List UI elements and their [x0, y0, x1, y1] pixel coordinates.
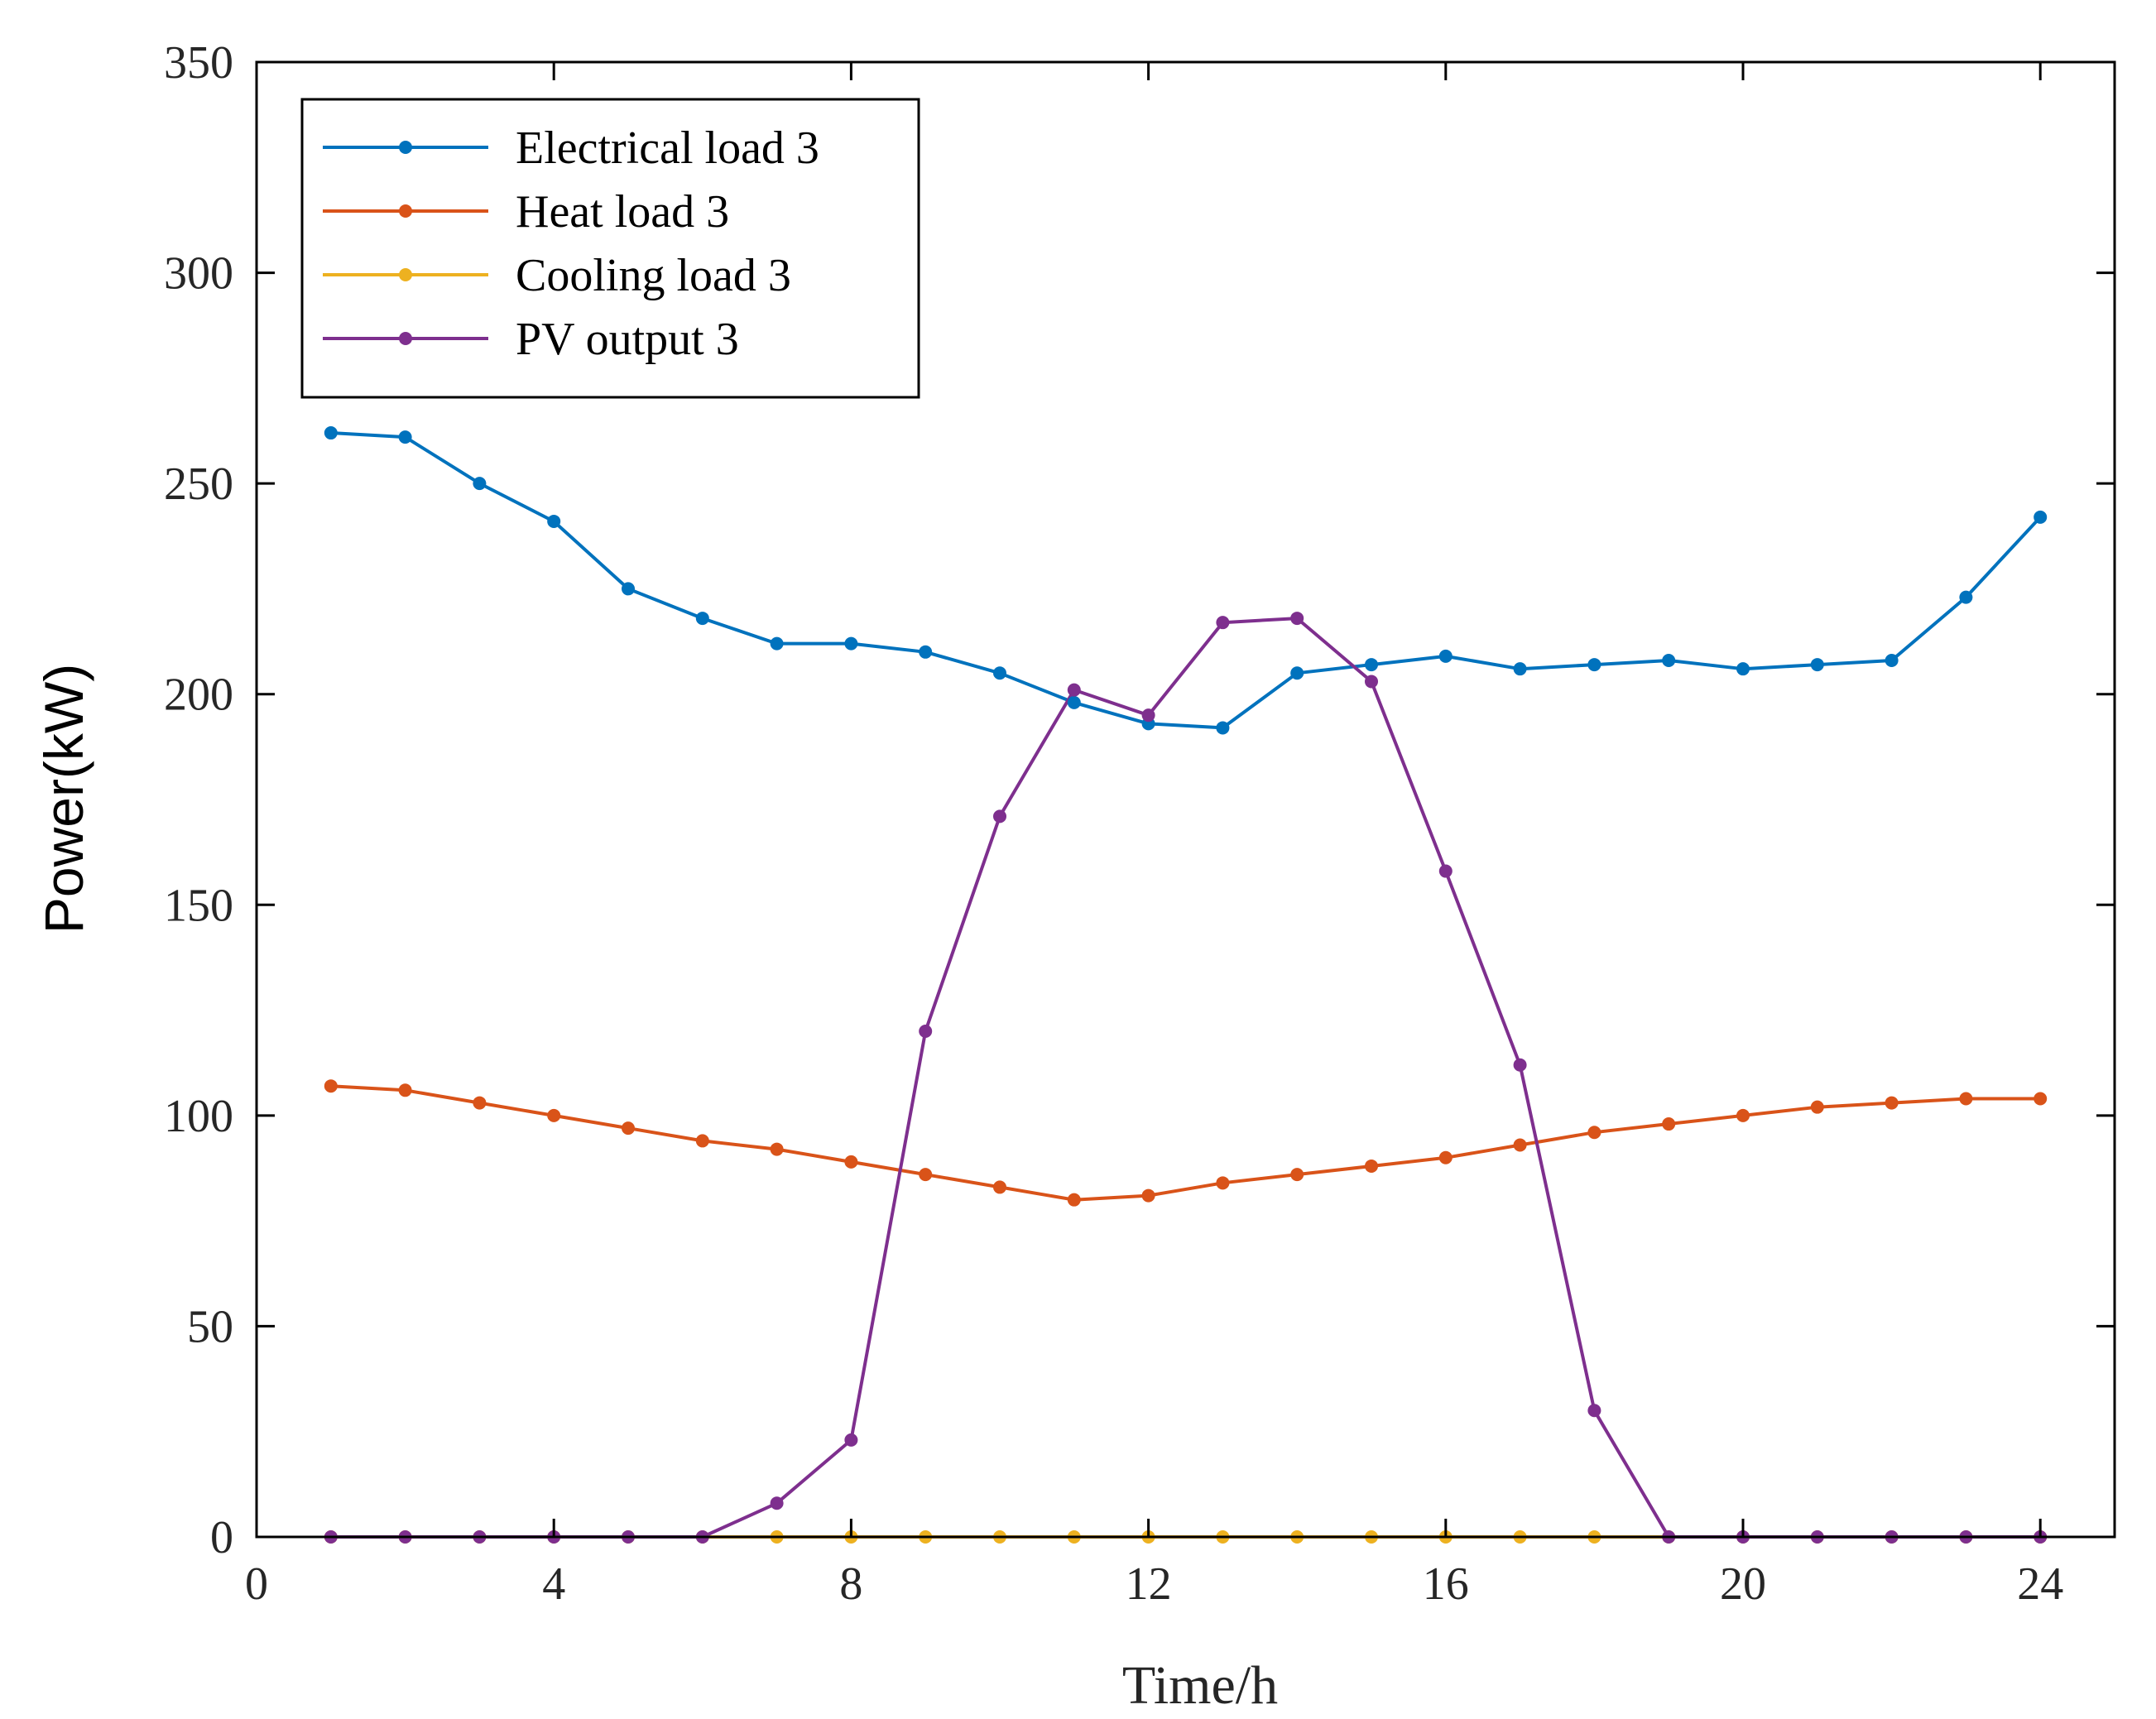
point-heat-load-3: [1365, 1159, 1378, 1173]
point-electrical-load-3: [1216, 721, 1230, 735]
x-tick-label: 16: [1423, 1558, 1469, 1610]
point-electrical-load-3: [1438, 649, 1453, 663]
point-electrical-load-3: [2034, 510, 2048, 524]
point-heat-load-3: [1290, 1168, 1304, 1182]
y-tick-label: 350: [164, 37, 233, 89]
point-heat-load-3: [398, 1083, 412, 1097]
point-electrical-load-3: [622, 582, 635, 596]
point-pv-output-3: [1067, 683, 1081, 697]
point-heat-load-3: [1513, 1138, 1527, 1152]
y-tick-label: 50: [187, 1301, 233, 1352]
point-heat-load-3: [1438, 1150, 1453, 1164]
point-electrical-load-3: [398, 430, 412, 444]
point-electrical-load-3: [1810, 658, 1824, 672]
plot-area-border: [255, 60, 2116, 1539]
legend-label-cooling-load-3: Cooling load 3: [516, 250, 791, 301]
legend-label-electrical-load-3: Electrical load 3: [516, 122, 819, 174]
plot-markers: [324, 426, 2048, 1544]
series-line-pv-output-3: [330, 617, 2041, 1539]
legend-marker-pv-output-3: [399, 332, 412, 345]
point-heat-load-3: [1885, 1096, 1899, 1110]
point-heat-load-3: [770, 1142, 784, 1156]
point-pv-output-3: [993, 809, 1006, 823]
y-tick-label: 100: [164, 1091, 233, 1142]
point-electrical-load-3: [1513, 662, 1527, 676]
point-pv-output-3: [1365, 675, 1378, 689]
point-electrical-load-3: [473, 477, 487, 491]
point-heat-load-3: [547, 1108, 561, 1122]
point-heat-load-3: [1067, 1193, 1081, 1207]
point-heat-load-3: [1959, 1092, 1973, 1106]
point-electrical-load-3: [919, 645, 933, 659]
point-electrical-load-3: [547, 514, 561, 528]
tick-group: 0 4 8 12 16 20 24 0 50 100 150 200 250 300 350: [164, 37, 2115, 1610]
point-heat-load-3: [1662, 1117, 1676, 1131]
x-tick-label: 4: [542, 1558, 565, 1610]
point-electrical-load-3: [1067, 695, 1081, 709]
point-electrical-load-3: [770, 636, 784, 651]
point-heat-load-3: [1810, 1100, 1824, 1114]
point-heat-load-3: [844, 1155, 858, 1169]
point-electrical-load-3: [1885, 653, 1899, 667]
point-heat-load-3: [695, 1134, 709, 1148]
point-heat-load-3: [1141, 1188, 1155, 1203]
x-axis-title: Time/h: [1122, 1655, 1278, 1716]
point-pv-output-3: [1438, 864, 1453, 878]
point-electrical-load-3: [1290, 666, 1304, 680]
legend: Electrical load 3 Heat load 3 Cooling load…: [300, 98, 920, 399]
point-heat-load-3: [1736, 1108, 1750, 1122]
point-heat-load-3: [2034, 1092, 2048, 1106]
x-tick-label: 24: [2017, 1558, 2063, 1610]
point-heat-load-3: [1587, 1126, 1601, 1140]
point-pv-output-3: [770, 1496, 784, 1510]
legend-label-pv-output-3: PV output 3: [516, 314, 739, 365]
point-electrical-load-3: [1587, 658, 1601, 672]
y-axis-title: Power(kW): [33, 664, 94, 934]
point-pv-output-3: [1587, 1404, 1601, 1418]
point-pv-output-3: [1513, 1058, 1527, 1072]
legend-marker-cooling-load-3: [399, 268, 412, 281]
point-pv-output-3: [1290, 612, 1304, 626]
point-electrical-load-3: [1959, 590, 1973, 604]
y-tick-label: 300: [164, 248, 233, 300]
point-electrical-load-3: [1736, 662, 1750, 676]
x-tick-label: 20: [1720, 1558, 1766, 1610]
point-pv-output-3: [1216, 616, 1230, 630]
point-heat-load-3: [622, 1121, 635, 1136]
point-heat-load-3: [473, 1096, 487, 1110]
point-heat-load-3: [919, 1168, 933, 1182]
point-heat-load-3: [993, 1180, 1006, 1194]
point-heat-load-3: [1216, 1176, 1230, 1190]
point-heat-load-3: [324, 1079, 338, 1093]
y-tick-label: 250: [164, 459, 233, 510]
point-pv-output-3: [844, 1433, 858, 1447]
axes-frame: [255, 60, 2116, 1539]
y-tick-label: 150: [164, 880, 233, 931]
point-electrical-load-3: [844, 636, 858, 651]
point-pv-output-3: [1141, 708, 1155, 723]
x-tick-label: 0: [245, 1558, 268, 1610]
x-tick-label: 8: [839, 1558, 862, 1610]
point-electrical-load-3: [993, 666, 1006, 680]
legend-marker-heat-load-3: [399, 204, 412, 218]
y-tick-label: 200: [164, 670, 233, 721]
x-tick-label: 12: [1126, 1558, 1172, 1610]
plot-lines: [330, 431, 2042, 1539]
series-line-electrical-load-3: [330, 431, 2042, 730]
point-electrical-load-3: [695, 612, 709, 626]
point-electrical-load-3: [324, 426, 338, 440]
legend-label-heat-load-3: Heat load 3: [516, 186, 729, 238]
point-pv-output-3: [919, 1025, 933, 1039]
series-line-heat-load-3: [330, 1084, 2041, 1202]
legend-marker-electrical-load-3: [399, 141, 412, 154]
point-electrical-load-3: [1662, 653, 1676, 667]
point-electrical-load-3: [1365, 658, 1378, 672]
y-tick-label: 0: [210, 1512, 233, 1563]
